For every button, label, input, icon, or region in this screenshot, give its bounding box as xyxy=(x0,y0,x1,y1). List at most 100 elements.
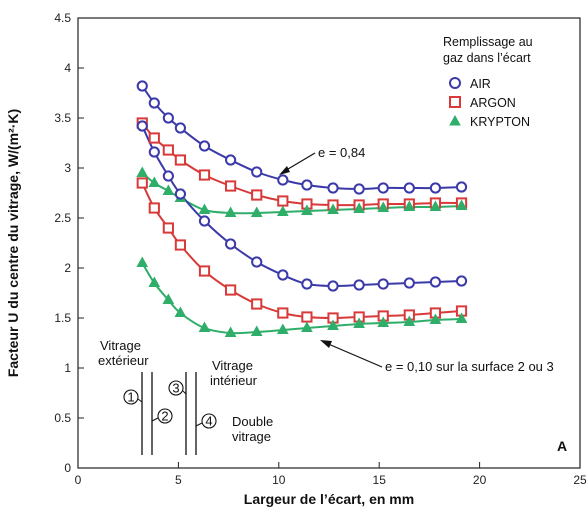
data-point-krypton xyxy=(429,200,442,211)
panel-label: A xyxy=(557,438,567,454)
data-point-air xyxy=(429,182,442,194)
data-point-krypton xyxy=(174,306,187,317)
x-tick-label: 15 xyxy=(373,473,387,487)
y-tick-label: 3 xyxy=(64,161,71,175)
legend-argon-marker xyxy=(449,96,461,108)
surface-2-badge xyxy=(157,408,173,424)
ticks: 0 5 10 15 20 25 0 0.5 1 1.5 2 2.5 3 3.5 4 4.5 xyxy=(54,11,587,487)
surface-3-badge xyxy=(168,380,184,396)
data-point-krypton xyxy=(162,184,175,195)
data-point-krypton xyxy=(148,176,161,187)
y-tick-label: 1.5 xyxy=(54,311,71,325)
annotation-e084: e = 0,84 xyxy=(279,145,365,175)
y-tick-label: 2.5 xyxy=(54,211,71,225)
data-point-air xyxy=(198,140,211,152)
surface-2-pointer xyxy=(151,417,159,422)
legend-title-line-1: Remplissage au xyxy=(443,35,533,49)
x-tick-label: 10 xyxy=(272,473,286,487)
data-point-krypton xyxy=(377,201,390,212)
data-point-air xyxy=(225,154,237,166)
data-point-air xyxy=(148,97,160,109)
data-point-air xyxy=(174,122,187,134)
data-point-krypton xyxy=(276,205,289,216)
data-point-argon xyxy=(301,311,313,323)
x-tick-label: 0 xyxy=(75,473,82,487)
data-point-air xyxy=(455,181,468,193)
double-glazing-label-2: vitrage xyxy=(232,429,271,444)
data-point-air xyxy=(162,170,174,182)
data-point-air xyxy=(148,146,160,158)
data-point-krypton xyxy=(455,312,468,323)
data-point-krypton xyxy=(250,206,263,217)
data-point-krypton xyxy=(162,293,175,304)
y-tick-label: 3.5 xyxy=(54,111,71,125)
data-point-krypton xyxy=(136,166,149,177)
surface-3-number: 3 xyxy=(172,381,179,396)
y-tick-label: 0 xyxy=(64,461,71,475)
y-tick-label: 4.5 xyxy=(54,11,71,25)
data-point-krypton xyxy=(198,203,211,214)
legend-krypton-marker xyxy=(449,114,461,126)
data-point-air xyxy=(327,182,339,194)
data-point-air xyxy=(174,188,187,200)
surface-1-badge xyxy=(123,389,139,405)
series-line-air-0 xyxy=(141,85,462,191)
data-point-argon xyxy=(198,265,211,277)
annotation-e010-label: e = 0,10 sur la surface 2 ou 3 xyxy=(385,359,554,374)
data-point-air xyxy=(377,278,389,290)
legend-krypton-label: KRYPTON xyxy=(470,115,530,129)
series-markers xyxy=(136,80,468,337)
data-point-krypton xyxy=(403,315,416,326)
plot-frame xyxy=(77,17,581,469)
data-point-air xyxy=(301,179,313,191)
data-point-krypton xyxy=(148,276,161,287)
data-point-krypton xyxy=(455,199,468,210)
data-point-argon xyxy=(148,202,160,214)
annotation-e010-arrow xyxy=(325,342,383,368)
legend: Remplissage au gaz dans l’écart AIR ARGO… xyxy=(443,35,533,129)
surface-4-badge xyxy=(201,413,217,429)
data-point-air xyxy=(353,279,365,291)
data-point-air xyxy=(198,215,211,227)
surface-3-pointer xyxy=(182,390,187,395)
data-point-krypton xyxy=(353,317,365,328)
surface-4-number: 4 xyxy=(205,414,212,429)
surface-1-pointer xyxy=(137,398,143,403)
legend-air-marker xyxy=(449,77,461,89)
data-point-krypton xyxy=(224,206,237,217)
data-point-argon xyxy=(162,222,174,234)
data-point-air xyxy=(403,277,415,289)
data-point-air xyxy=(429,276,442,288)
data-point-krypton xyxy=(198,321,211,332)
data-point-krypton xyxy=(136,256,149,267)
data-point-air xyxy=(251,256,263,268)
outer-glazing-label-2: extérieur xyxy=(98,353,149,368)
x-tick-label: 5 xyxy=(175,473,182,487)
y-tick-label: 4 xyxy=(64,61,71,75)
inner-glazing-label-2: intérieur xyxy=(210,373,258,388)
y-tick-label: 2 xyxy=(64,261,71,275)
outer-glazing-label-1: Vitrage xyxy=(100,338,141,353)
data-point-krypton xyxy=(377,316,390,327)
data-point-air xyxy=(455,275,468,287)
data-point-argon xyxy=(136,177,148,189)
data-point-air xyxy=(353,183,365,195)
y-axis-title: Facteur U du centre du vitrage, W/(m²·K) xyxy=(5,109,21,377)
x-axis-title: Largeur de l’écart, en mm xyxy=(244,491,414,507)
data-point-krypton xyxy=(327,203,339,214)
data-point-air xyxy=(225,238,237,250)
data-point-argon xyxy=(277,195,289,207)
data-point-krypton xyxy=(429,313,442,324)
annotation-e010-arrowhead xyxy=(320,340,332,348)
x-tick-label: 25 xyxy=(573,473,587,487)
annotation-e010: e = 0,10 sur la surface 2 ou 3 xyxy=(320,340,554,374)
surface-2-number: 2 xyxy=(161,409,168,424)
surface-4-pointer xyxy=(195,422,203,427)
y-tick-label: 1 xyxy=(64,361,71,375)
data-point-argon xyxy=(225,284,237,296)
data-point-argon xyxy=(251,298,263,310)
data-point-argon xyxy=(251,189,263,201)
data-point-air xyxy=(301,278,313,290)
